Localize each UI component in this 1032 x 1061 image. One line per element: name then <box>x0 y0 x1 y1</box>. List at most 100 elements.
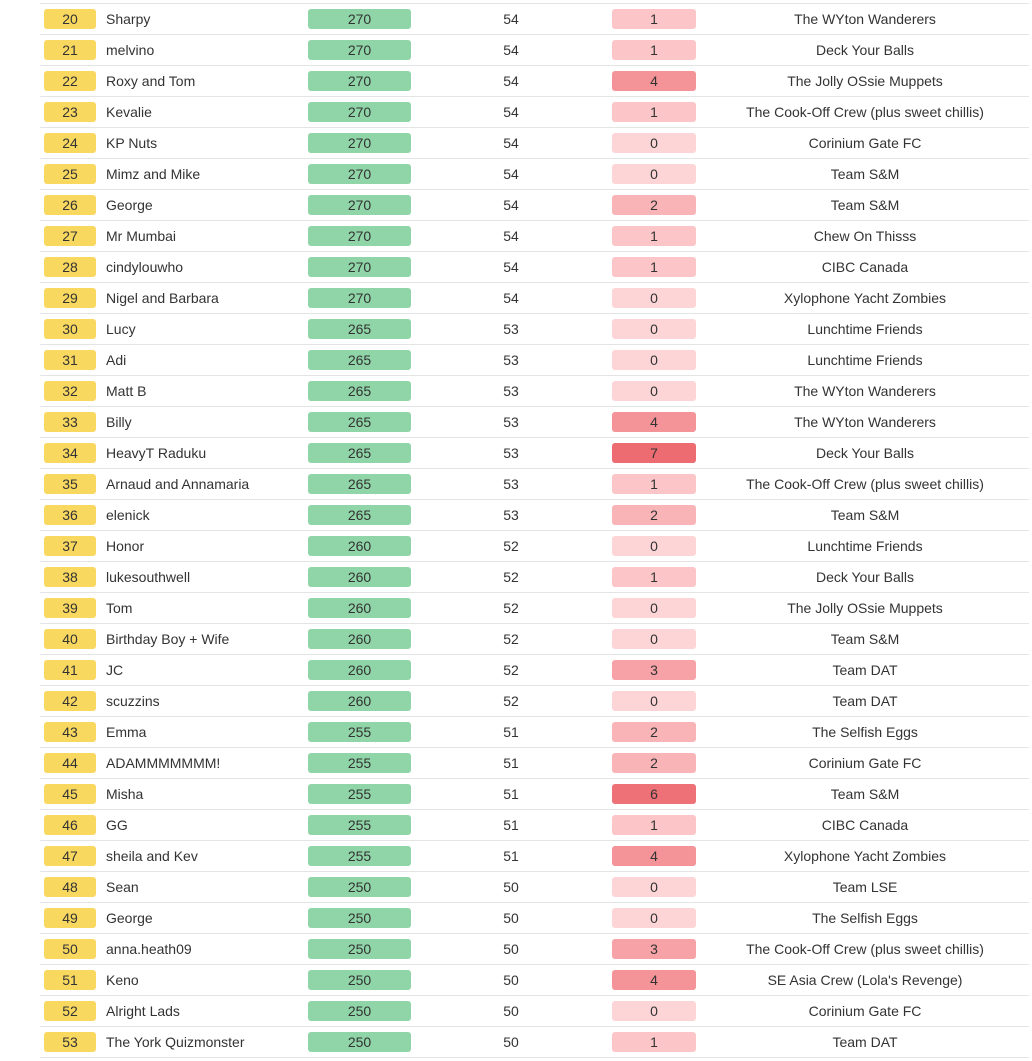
player-name: George <box>106 910 153 926</box>
team-name: Team DAT <box>832 1034 898 1050</box>
player-name: Nigel and Barbara <box>106 290 219 306</box>
table-row[interactable]: 36 elenick 265 53 2 Team S&M <box>40 500 1029 531</box>
score-badge: 260 <box>308 629 411 649</box>
table-row[interactable]: 37 Honor 260 52 0 Lunchtime Friends <box>40 531 1029 562</box>
wrong-count-badge: 1 <box>612 226 696 246</box>
table-row[interactable]: 27 Mr Mumbai 270 54 1 Chew On Thisss <box>40 221 1029 252</box>
wrong-count-badge: 0 <box>612 691 696 711</box>
player-name: Sean <box>106 879 139 895</box>
rank-badge: 53 <box>44 1032 96 1052</box>
correct-count: 53 <box>503 507 519 523</box>
player-name: anna.heath09 <box>106 941 192 957</box>
table-row[interactable]: 53 The York Quizmonster 250 50 1 Team DA… <box>40 1027 1029 1058</box>
table-row[interactable]: 41 JC 260 52 3 Team DAT <box>40 655 1029 686</box>
table-row[interactable]: 46 GG 255 51 1 CIBC Canada <box>40 810 1029 841</box>
table-row[interactable]: 45 Misha 255 51 6 Team S&M <box>40 779 1029 810</box>
score-badge: 265 <box>308 474 411 494</box>
rank-badge: 46 <box>44 815 96 835</box>
table-row[interactable]: 47 sheila and Kev 255 51 4 Xylophone Yac… <box>40 841 1029 872</box>
table-row[interactable]: 39 Tom 260 52 0 The Jolly OSsie Muppets <box>40 593 1029 624</box>
team-name: Lunchtime Friends <box>807 352 923 368</box>
table-row[interactable]: 42 scuzzins 260 52 0 Team DAT <box>40 686 1029 717</box>
correct-count: 54 <box>503 42 519 58</box>
table-row[interactable]: 35 Arnaud and Annamaria 265 53 1 The Coo… <box>40 469 1029 500</box>
correct-count: 54 <box>503 11 519 27</box>
table-row[interactable]: 28 cindylouwho 270 54 1 CIBC Canada <box>40 252 1029 283</box>
table-row[interactable]: 44 ADAMMMMMMM! 255 51 2 Corinium Gate FC <box>40 748 1029 779</box>
table-row[interactable]: 23 Kevalie 270 54 1 The Cook-Off Crew (p… <box>40 97 1029 128</box>
table-row[interactable]: 21 melvino 270 54 1 Deck Your Balls <box>40 35 1029 66</box>
team-name: The Selfish Eggs <box>812 910 918 926</box>
team-name: SE Asia Crew (Lola's Revenge) <box>767 972 963 988</box>
table-row[interactable]: 29 Nigel and Barbara 270 54 0 Xylophone … <box>40 283 1029 314</box>
table-row[interactable]: 30 Lucy 265 53 0 Lunchtime Friends <box>40 314 1029 345</box>
correct-count: 54 <box>503 135 519 151</box>
wrong-count-badge: 4 <box>612 970 696 990</box>
table-row[interactable]: 31 Adi 265 53 0 Lunchtime Friends <box>40 345 1029 376</box>
rank-badge: 39 <box>44 598 96 618</box>
table-row[interactable]: 32 Matt B 265 53 0 The WYton Wanderers <box>40 376 1029 407</box>
correct-count: 53 <box>503 476 519 492</box>
player-name: melvino <box>106 42 155 58</box>
rank-badge: 25 <box>44 164 96 184</box>
team-name: Team S&M <box>830 631 900 647</box>
rank-badge: 47 <box>44 846 96 866</box>
correct-count: 54 <box>503 197 519 213</box>
rank-badge: 20 <box>44 9 96 29</box>
score-badge: 270 <box>308 133 411 153</box>
correct-count: 52 <box>503 600 519 616</box>
table-row[interactable]: 43 Emma 255 51 2 The Selfish Eggs <box>40 717 1029 748</box>
table-row[interactable]: 24 KP Nuts 270 54 0 Corinium Gate FC <box>40 128 1029 159</box>
wrong-count-badge: 1 <box>612 102 696 122</box>
rank-badge: 30 <box>44 319 96 339</box>
player-name: Misha <box>106 786 144 802</box>
correct-count: 50 <box>503 1034 519 1050</box>
score-badge: 255 <box>308 815 411 835</box>
wrong-count-badge: 0 <box>612 288 696 308</box>
table-row[interactable]: 22 Roxy and Tom 270 54 4 The Jolly OSsie… <box>40 66 1029 97</box>
correct-count: 52 <box>503 631 519 647</box>
rank-badge: 21 <box>44 40 96 60</box>
table-row[interactable]: 40 Birthday Boy + Wife 260 52 0 Team S&M <box>40 624 1029 655</box>
table-row[interactable]: 49 George 250 50 0 The Selfish Eggs <box>40 903 1029 934</box>
table-row[interactable]: 26 George 270 54 2 Team S&M <box>40 190 1029 221</box>
score-badge: 260 <box>308 691 411 711</box>
score-badge: 270 <box>308 9 411 29</box>
correct-count: 53 <box>503 445 519 461</box>
table-row[interactable]: 34 HeavyT Raduku 265 53 7 Deck Your Ball… <box>40 438 1029 469</box>
rank-badge: 38 <box>44 567 96 587</box>
rank-badge: 50 <box>44 939 96 959</box>
rank-badge: 52 <box>44 1001 96 1021</box>
rank-badge: 41 <box>44 660 96 680</box>
team-name: CIBC Canada <box>821 259 909 275</box>
table-row[interactable]: 48 Sean 250 50 0 Team LSE <box>40 872 1029 903</box>
table-row[interactable]: 33 Billy 265 53 4 The WYton Wanderers <box>40 407 1029 438</box>
wrong-count-badge: 0 <box>612 381 696 401</box>
table-row[interactable]: 20 Sharpy 270 54 1 The WYton Wanderers <box>40 4 1029 35</box>
rank-badge: 32 <box>44 381 96 401</box>
team-name: Team DAT <box>832 693 898 709</box>
correct-count: 52 <box>503 693 519 709</box>
player-name: Mimz and Mike <box>106 166 201 182</box>
correct-count: 54 <box>503 166 519 182</box>
wrong-count-badge: 1 <box>612 40 696 60</box>
team-name: Team LSE <box>832 879 898 895</box>
table-row[interactable]: 38 lukesouthwell 260 52 1 Deck Your Ball… <box>40 562 1029 593</box>
correct-count: 54 <box>503 259 519 275</box>
correct-count: 50 <box>503 941 519 957</box>
wrong-count-badge: 0 <box>612 877 696 897</box>
wrong-count-badge: 1 <box>612 1032 696 1052</box>
team-name: Xylophone Yacht Zombies <box>783 290 947 306</box>
table-row[interactable]: 50 anna.heath09 250 50 3 The Cook-Off Cr… <box>40 934 1029 965</box>
table-row[interactable]: 51 Keno 250 50 4 SE Asia Crew (Lola's Re… <box>40 965 1029 996</box>
wrong-count-badge: 0 <box>612 629 696 649</box>
score-badge: 255 <box>308 722 411 742</box>
table-row[interactable]: 25 Mimz and Mike 270 54 0 Team S&M <box>40 159 1029 190</box>
score-badge: 265 <box>308 350 411 370</box>
correct-count: 51 <box>503 724 519 740</box>
rank-badge: 48 <box>44 877 96 897</box>
player-name: Honor <box>106 538 145 554</box>
score-badge: 270 <box>308 102 411 122</box>
score-badge: 250 <box>308 1001 411 1021</box>
table-row[interactable]: 52 Alright Lads 250 50 0 Corinium Gate F… <box>40 996 1029 1027</box>
